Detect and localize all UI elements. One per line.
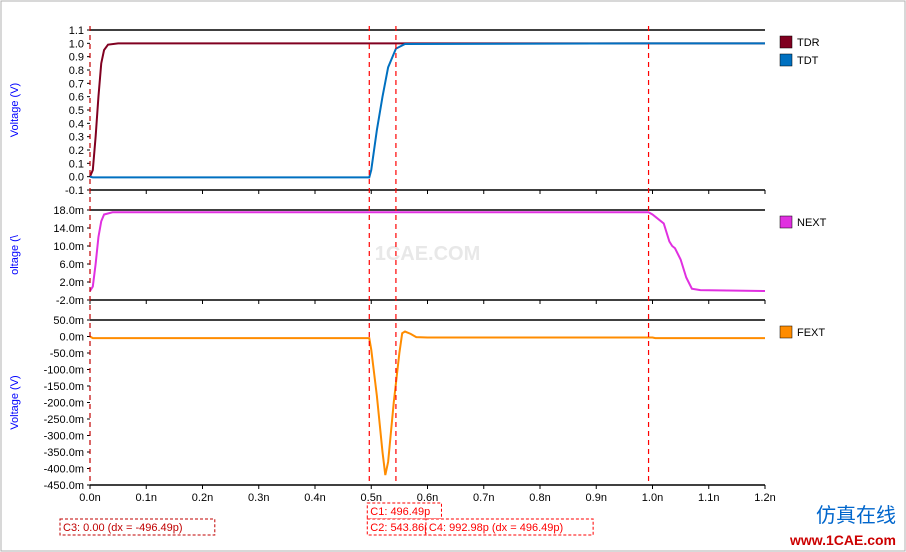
outer-border	[1, 1, 905, 551]
ytick-label: -250.0m	[44, 414, 84, 426]
ytick-label: 18.0m	[53, 205, 84, 217]
y-axis-label: oltage (\	[9, 234, 21, 275]
xtick-label: 0.3n	[248, 492, 269, 504]
xtick-label: 0.9n	[586, 492, 607, 504]
y-axis-label: Voltage (V)	[9, 83, 21, 137]
ytick-label: 0.5	[69, 105, 84, 117]
legend-swatch	[780, 54, 792, 66]
ytick-label: 0.9	[69, 52, 84, 64]
ytick-label: -100.0m	[44, 365, 84, 377]
xtick-label: 1.2n	[754, 492, 775, 504]
y-axis-label: Voltage (V)	[9, 375, 21, 429]
ytick-label: 0.8	[69, 65, 84, 77]
cursor-c4-label: C4: 992.98p (dx = 496.49p)	[429, 522, 563, 534]
ytick-label: -400.0m	[44, 464, 84, 476]
footer-cn-text: 仿真在线	[816, 499, 896, 528]
legend-label: NEXT	[797, 217, 827, 229]
ytick-label: 0.6	[69, 92, 84, 104]
legend-label: FEXT	[797, 327, 825, 339]
series-TDR	[90, 43, 765, 176]
xtick-label: 0.6n	[417, 492, 438, 504]
ytick-label: 1.0	[69, 38, 84, 50]
ytick-label: 0.0m	[60, 332, 84, 344]
ytick-label: -200.0m	[44, 398, 84, 410]
ytick-label: 0.7	[69, 78, 84, 90]
ytick-label: 6.0m	[60, 259, 84, 271]
xtick-label: 1.1n	[698, 492, 719, 504]
ytick-label: -350.0m	[44, 447, 84, 459]
ytick-label: 14.0m	[53, 223, 84, 235]
ytick-label: 2.0m	[60, 277, 84, 289]
ytick-label: 10.0m	[53, 241, 84, 253]
ytick-label: 0.4	[69, 118, 84, 130]
ytick-label: -450.0m	[44, 480, 84, 492]
ytick-label: -0.1	[65, 185, 84, 197]
legend-label: TDT	[797, 55, 819, 67]
legend-swatch	[780, 326, 792, 338]
ytick-label: -300.0m	[44, 431, 84, 443]
series-TDT	[90, 43, 765, 177]
xtick-label: 1.0n	[642, 492, 663, 504]
cursor-c3-label: C3: 0.00 (dx = -496.49p)	[63, 522, 183, 534]
watermark: 1CAE.COM	[375, 243, 481, 265]
cursor-c2-label: C2: 543.86p	[370, 522, 430, 534]
ytick-label: 0.2	[69, 145, 84, 157]
legend-swatch	[780, 216, 792, 228]
ytick-label: -150.0m	[44, 381, 84, 393]
footer-url-text: www.1CAE.com	[790, 532, 896, 548]
ytick-label: -50.0m	[50, 348, 84, 360]
xtick-label: 0.5n	[361, 492, 382, 504]
legend-label: TDR	[797, 37, 820, 49]
xtick-label: 0.4n	[304, 492, 325, 504]
legend-swatch	[780, 36, 792, 48]
ytick-label: 1.1	[69, 25, 84, 37]
ytick-label: 0.3	[69, 132, 84, 144]
xtick-label: 0.7n	[473, 492, 494, 504]
xtick-label: 0.8n	[529, 492, 550, 504]
ytick-label: -2.0m	[56, 295, 84, 307]
ytick-label: 0.0	[69, 172, 84, 184]
xtick-label: 0.1n	[136, 492, 157, 504]
ytick-label: 50.0m	[53, 315, 84, 327]
xtick-label: 0.2n	[192, 492, 213, 504]
cursor-c1-label: C1: 496.49p	[370, 506, 430, 518]
xtick-label: 0.0n	[79, 492, 100, 504]
series-FEXT	[90, 332, 765, 476]
ytick-label: 0.1	[69, 158, 84, 170]
